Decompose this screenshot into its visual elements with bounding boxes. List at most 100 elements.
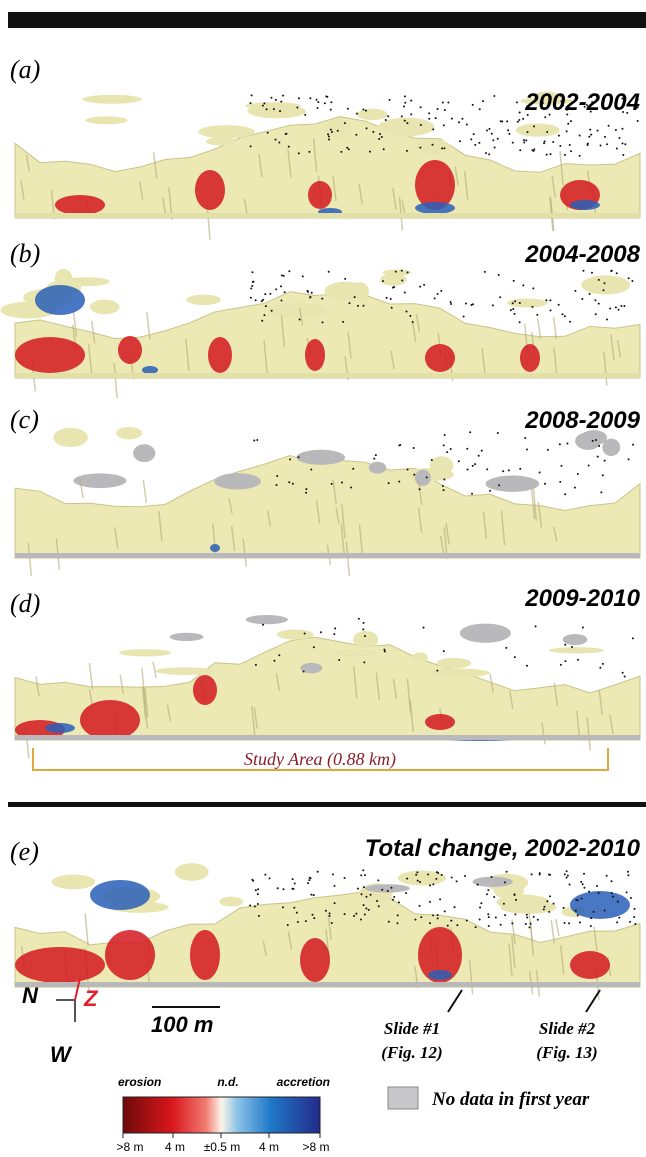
vegetation-dot <box>420 106 422 108</box>
vegetation-dot <box>600 145 602 147</box>
vegetation-dot <box>498 484 500 486</box>
vegetation-dot <box>443 147 445 149</box>
vegetation-dot <box>450 920 452 922</box>
vegetation-dot <box>544 140 546 142</box>
vegetation-dot <box>298 97 300 99</box>
vegetation-dot <box>250 102 252 104</box>
vegetation-dot <box>409 315 411 317</box>
vegetation-dot <box>276 475 278 477</box>
vegetation-dot <box>581 897 583 899</box>
vegetation-dot <box>310 468 312 470</box>
vegetation-dot <box>255 889 257 891</box>
vegetation-dot <box>420 124 422 126</box>
vegetation-dot <box>502 470 504 472</box>
vegetation-dot <box>432 128 434 130</box>
vegetation-dot <box>560 664 562 666</box>
vegetation-dot <box>458 460 460 462</box>
vegetation-dot <box>282 95 284 97</box>
vegetation-dot <box>437 914 439 916</box>
vegetation-dot <box>488 925 490 927</box>
vegetation-dot <box>514 313 516 315</box>
vegetation-dot <box>305 492 307 494</box>
vegetation-dot <box>383 148 385 150</box>
vegetation-dot <box>280 101 282 103</box>
vegetation-dot <box>275 288 277 290</box>
vegetation-dot <box>308 879 310 881</box>
vegetation-dot <box>487 913 489 915</box>
vegetation-dot <box>292 888 294 890</box>
vegetation-dot <box>264 874 266 876</box>
vegetation-dot <box>329 915 331 917</box>
vegetation-dot <box>331 483 333 485</box>
erosion-patch <box>300 938 330 982</box>
vegetation-dot <box>481 450 483 452</box>
vegetation-dot <box>361 893 363 895</box>
vegetation-dot <box>388 482 390 484</box>
vegetation-dot <box>255 664 257 666</box>
vegetation-dot <box>330 101 332 103</box>
vegetation-dot <box>570 150 572 152</box>
vegetation-dot <box>590 134 592 136</box>
terrain-fragment <box>175 863 209 881</box>
vegetation-dot <box>406 310 408 312</box>
vegetation-dot <box>515 899 517 901</box>
terrain-fragment <box>214 473 261 489</box>
vegetation-dot <box>531 306 533 308</box>
vegetation-dot <box>526 448 528 450</box>
vegetation-dot <box>545 299 547 301</box>
vegetation-dot <box>251 271 253 273</box>
vegetation-dot <box>440 290 442 292</box>
accretion-patch <box>570 891 630 919</box>
vegetation-dot <box>415 874 417 876</box>
vegetation-dot <box>564 922 566 924</box>
vegetation-dot <box>507 129 509 131</box>
vegetation-dot <box>441 147 443 149</box>
vegetation-dot <box>434 297 436 299</box>
terrain-panel <box>15 615 640 758</box>
vegetation-dot <box>486 130 488 132</box>
vegetation-dot <box>514 656 516 658</box>
vegetation-dot <box>289 458 291 460</box>
vegetation-dot <box>406 150 408 152</box>
vegetation-dot <box>327 133 329 135</box>
compass-label: W <box>50 1042 73 1067</box>
vegetation-dot <box>564 873 566 875</box>
vegetation-dot <box>356 113 358 115</box>
vegetation-dot <box>284 291 286 293</box>
vegetation-dot <box>631 280 633 282</box>
vegetation-dot <box>381 889 383 891</box>
vegetation-dot <box>283 888 285 890</box>
vegetation-dot <box>330 129 332 131</box>
vegetation-dot <box>305 920 307 922</box>
vegetation-dot <box>251 285 253 287</box>
vegetation-dot <box>325 910 327 912</box>
accretion-patch <box>415 202 455 214</box>
vegetation-dot <box>577 914 579 916</box>
vegetation-dot <box>358 618 360 620</box>
vegetation-dot <box>604 910 606 912</box>
vegetation-dot <box>333 633 335 635</box>
vegetation-dot <box>432 914 434 916</box>
vegetation-dot <box>250 297 252 299</box>
panels <box>1 91 640 1000</box>
vegetation-dot <box>577 659 579 661</box>
vegetation-dot <box>622 672 624 674</box>
vegetation-dot <box>443 124 445 126</box>
vegetation-dot <box>461 118 463 120</box>
vegetation-dot <box>466 448 468 450</box>
vegetation-dot <box>508 133 510 135</box>
vegetation-dot <box>404 95 406 97</box>
vegetation-dot <box>437 917 439 919</box>
terrain-fragment <box>52 875 96 890</box>
vegetation-dot <box>404 292 406 294</box>
vegetation-dot <box>512 302 514 304</box>
vegetation-dot <box>566 130 568 132</box>
accretion-patch <box>570 200 600 210</box>
vegetation-dot <box>439 898 441 900</box>
vegetation-dot <box>618 917 620 919</box>
vegetation-dot <box>600 491 602 493</box>
erosion-patch <box>570 951 610 979</box>
terrain-fragment <box>116 427 142 439</box>
vegetation-dot <box>474 144 476 146</box>
vegetation-dot <box>519 468 521 470</box>
